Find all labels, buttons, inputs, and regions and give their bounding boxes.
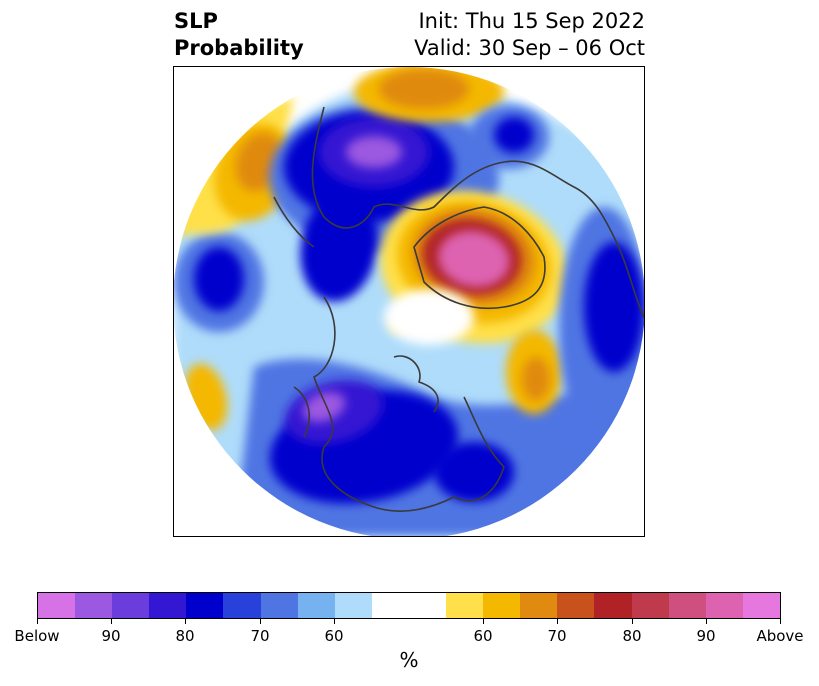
colorbar-segment: [594, 593, 632, 618]
colorbar-tick: [557, 619, 558, 624]
colorbar-segment: [520, 593, 558, 618]
region-below-90-asia: [346, 136, 402, 168]
init-date-label: Init: Thu 15 Sep 2022: [418, 9, 645, 33]
map-panel: [173, 66, 645, 537]
coastline-segment: [413, 206, 546, 310]
colorbar-segment: [75, 593, 113, 618]
colorbar-tick-label: Above: [756, 627, 804, 645]
coastline-segment: [503, 160, 644, 318]
region-below-70-ne: [494, 117, 534, 153]
coastline-segment: [311, 106, 505, 229]
region-below-70-west: [194, 247, 244, 311]
probability-map: [174, 67, 644, 536]
colorbar-tick: [706, 619, 707, 624]
coastline-segment: [313, 296, 505, 512]
colorbar-tick-label: 80: [622, 627, 642, 645]
colorbar-segment: [557, 593, 595, 618]
colorbar: [37, 592, 781, 619]
colorbar-tick-label: 70: [250, 627, 270, 645]
valid-range-label: Valid: 30 Sep – 06 Oct: [414, 36, 645, 60]
colorbar-segment: [260, 593, 298, 618]
colorbar-segment: [223, 593, 261, 618]
colorbar-tick-label: 70: [547, 627, 567, 645]
colorbar-segment: [149, 593, 187, 618]
colorbar-tick: [632, 619, 633, 624]
colorbar-segment: [705, 593, 743, 618]
region-above-70-atl: [522, 357, 550, 401]
colorbar-segment: [371, 593, 409, 618]
colorbar-tick: [260, 619, 261, 624]
colorbar-tick: [185, 619, 186, 624]
chart-title-left: SLP Probability: [174, 8, 304, 62]
colorbar-tick: [37, 619, 38, 624]
colorbar-segment: [408, 593, 447, 618]
colorbar-tick-label: 80: [175, 627, 195, 645]
region-below-70-east: [584, 242, 644, 372]
colorbar-tick-label: 60: [473, 627, 493, 645]
colorbar-segment: [668, 593, 706, 618]
colorbar-tick-label: 90: [696, 627, 716, 645]
region-neutral-pole: [384, 289, 474, 345]
colorbar-tick-label: Below: [14, 627, 60, 645]
colorbar-tick: [111, 619, 112, 624]
colorbar-tick: [483, 619, 484, 624]
region-below-70-asia-lobe: [300, 192, 378, 302]
coastline-segment: [393, 355, 439, 413]
coastline-segment: [293, 386, 310, 438]
probability-field: [174, 67, 644, 536]
colorbar-segment: [483, 593, 521, 618]
colorbar-tick-label: 90: [101, 627, 121, 645]
colorbar-segment: [112, 593, 150, 618]
colorbar-tick-label: 60: [324, 627, 344, 645]
coastline-segment: [273, 196, 315, 248]
colorbar-segment: [631, 593, 669, 618]
colorbar-tick: [334, 619, 335, 624]
colorbar-segment: [334, 593, 372, 618]
region-above-90-arctic: [438, 230, 510, 288]
title-variable: SLP: [174, 9, 218, 33]
colorbar-segment: [297, 593, 335, 618]
colorbar-segment: [186, 593, 224, 618]
chart-title-right: Init: Thu 15 Sep 2022 Valid: 30 Sep – 06…: [414, 8, 645, 62]
region-below-90-na: [302, 391, 346, 423]
colorbar-segment: [446, 593, 484, 618]
colorbar-tick: [780, 619, 781, 624]
title-metric: Probability: [174, 36, 304, 60]
region-above-70-top: [379, 69, 469, 109]
colorbar-segment: [742, 593, 780, 618]
colorbar-unit-label: %: [399, 648, 419, 672]
colorbar-segment: [38, 593, 76, 618]
